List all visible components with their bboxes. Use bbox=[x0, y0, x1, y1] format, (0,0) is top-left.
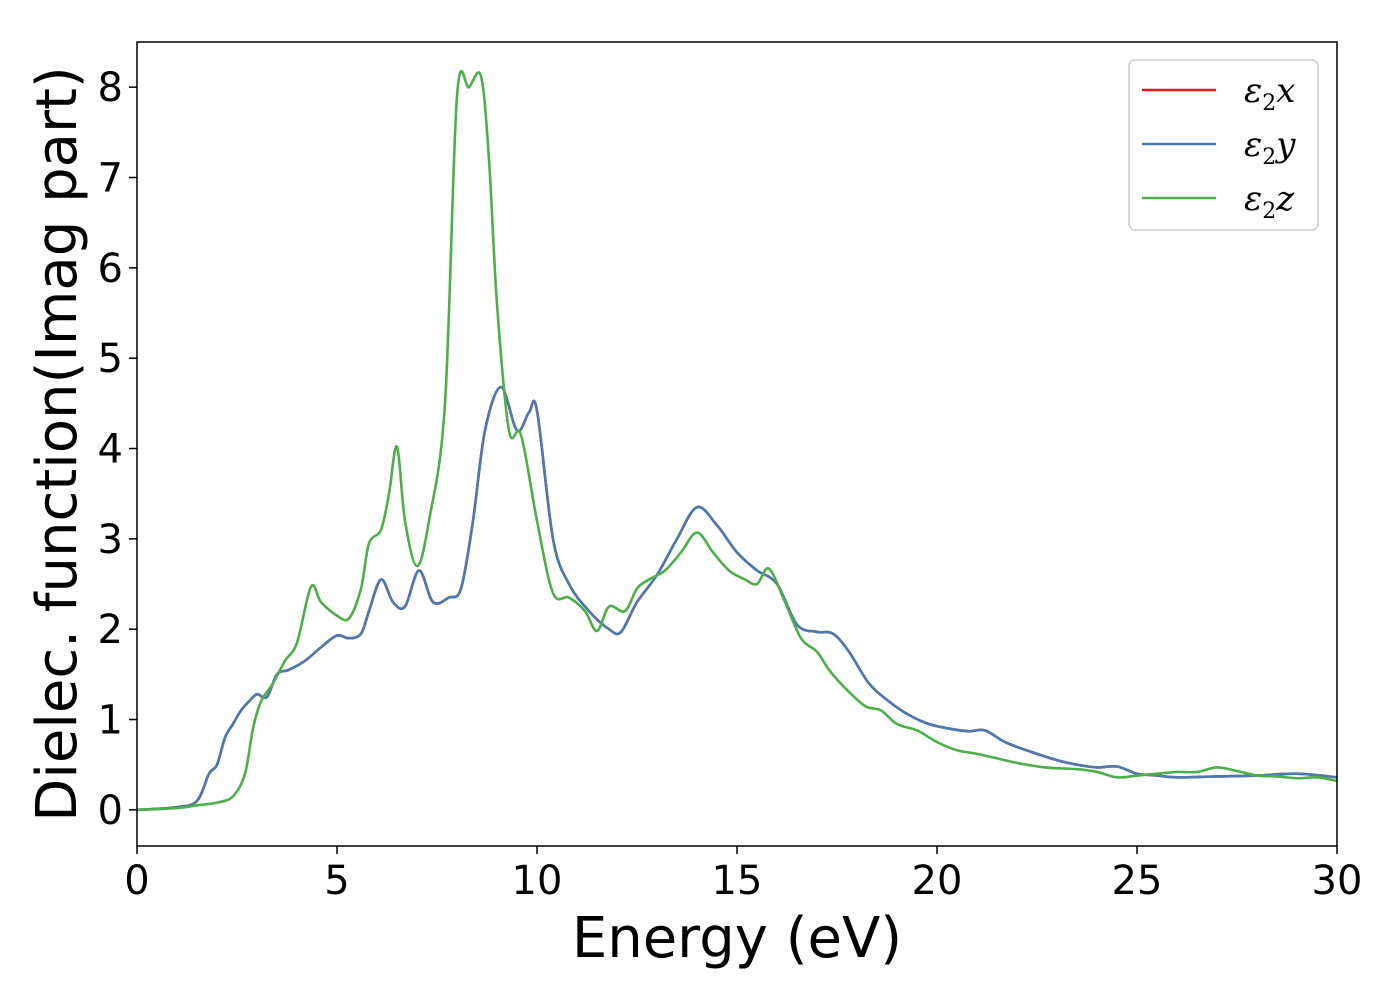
y-tick-label: 5 bbox=[98, 336, 123, 382]
x-tick-label: 5 bbox=[324, 858, 349, 904]
x-axis: 0 5 10 15 20 25 30 bbox=[124, 846, 1362, 904]
y-tick-label: 2 bbox=[98, 607, 123, 653]
y-axis: 0 1 2 3 4 5 6 7 8 bbox=[98, 65, 137, 834]
legend-label-x: ε2x bbox=[1244, 71, 1295, 116]
y-tick-label: 4 bbox=[98, 427, 123, 473]
y-tick-label: 7 bbox=[98, 156, 123, 202]
legend-box bbox=[1128, 59, 1319, 231]
y-axis-label: Dielec. function(Imag part) bbox=[25, 66, 90, 822]
x-tick-label: 30 bbox=[1312, 858, 1363, 904]
x-axis-label: Energy (eV) bbox=[572, 906, 902, 971]
series-line-y bbox=[137, 385, 1337, 812]
x-tick-label: 0 bbox=[124, 858, 149, 904]
legend-label-z: ε2z bbox=[1244, 179, 1295, 224]
y-tick-label: 6 bbox=[98, 246, 123, 292]
y-tick-label: 1 bbox=[98, 698, 123, 744]
y-tick-label: 0 bbox=[98, 788, 123, 834]
legend-label-y: ε2y bbox=[1244, 125, 1296, 170]
y-tick-label: 3 bbox=[98, 517, 123, 563]
x-tick-label: 15 bbox=[712, 858, 763, 904]
series-layer bbox=[137, 69, 1337, 812]
x-tick-label: 10 bbox=[512, 858, 563, 904]
legend: ε2x ε2y ε2z bbox=[1128, 59, 1319, 231]
x-tick-label: 20 bbox=[912, 858, 963, 904]
series-line-z bbox=[137, 69, 1337, 812]
y-tick-label: 8 bbox=[98, 65, 123, 111]
x-tick-label: 25 bbox=[1112, 858, 1163, 904]
